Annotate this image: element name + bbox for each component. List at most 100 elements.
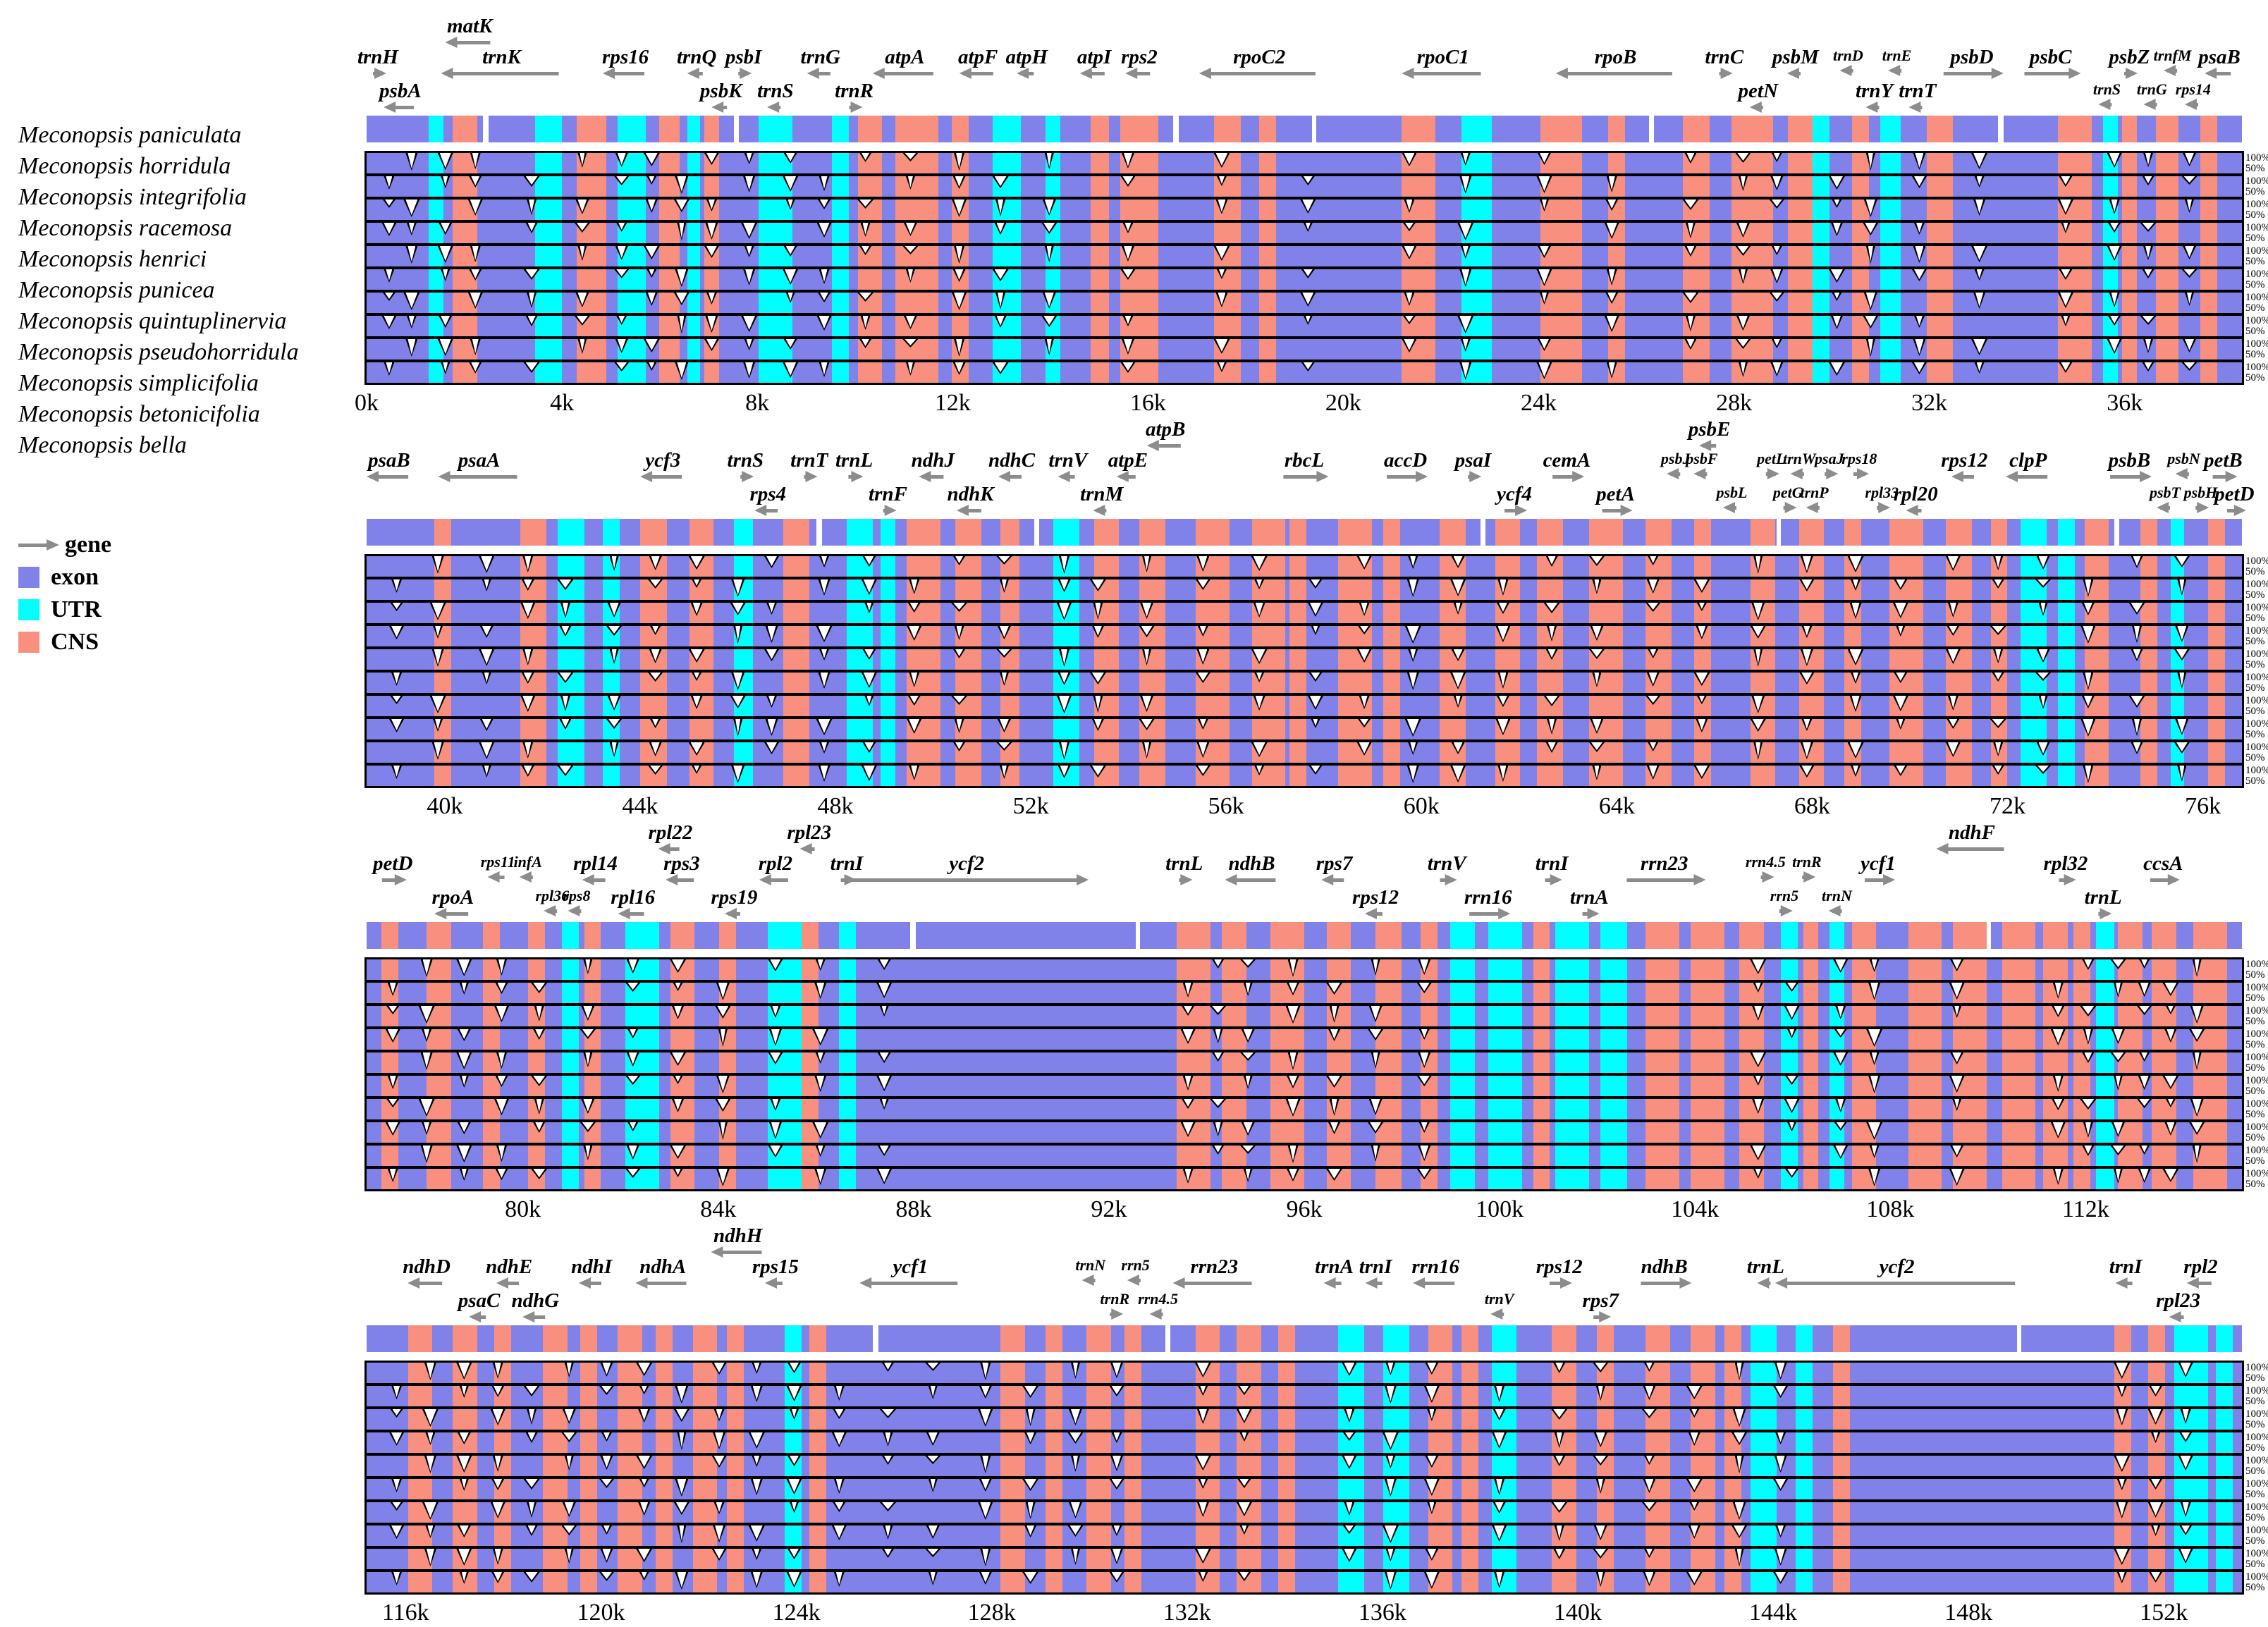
annotation-cns-segment bbox=[907, 519, 940, 546]
identity-dip-fill bbox=[1218, 199, 1226, 212]
identity-dip bbox=[600, 1456, 613, 1470]
gene-name: atpF bbox=[957, 46, 998, 68]
track-cns-region bbox=[434, 673, 451, 693]
track-utr-region bbox=[1555, 1052, 1590, 1073]
gene-arrow-head bbox=[1587, 908, 1600, 919]
identity-dip bbox=[764, 649, 780, 661]
identity-dip bbox=[677, 1432, 687, 1450]
track-cns-region bbox=[1383, 626, 1400, 646]
track-cns-region bbox=[1788, 246, 1813, 266]
identity-dip-fill bbox=[879, 959, 889, 968]
annotation-cns-segment bbox=[543, 1325, 568, 1352]
track-utr-region bbox=[1600, 1076, 1627, 1096]
identity-dip bbox=[980, 1549, 991, 1566]
identity-dip-fill bbox=[384, 223, 395, 234]
identity-dip-fill bbox=[384, 293, 393, 299]
track-cns-region bbox=[1090, 293, 1110, 313]
track-cns-region bbox=[955, 579, 982, 600]
identity-dip-fill bbox=[745, 176, 754, 190]
track-cns-region bbox=[618, 1502, 643, 1523]
track-cns-region bbox=[809, 1432, 826, 1453]
track-cns-region bbox=[2002, 1122, 2036, 1143]
track-utr-region bbox=[1600, 983, 1627, 1003]
identity-dip bbox=[384, 176, 395, 190]
identity-dip-fill bbox=[1976, 269, 1982, 278]
track-cns-region bbox=[1289, 626, 1306, 646]
identity-dip bbox=[1974, 362, 1985, 374]
annotation-cns-segment bbox=[1383, 519, 1400, 546]
identity-dip bbox=[1406, 766, 1419, 783]
track-utr-region bbox=[1829, 1076, 1845, 1096]
track-cns-region bbox=[2148, 1456, 2165, 1476]
gene-name: rpl2 bbox=[758, 852, 793, 875]
identity-dip bbox=[766, 603, 778, 615]
annotation-cns-segment bbox=[955, 519, 982, 546]
identity-dip bbox=[482, 673, 491, 684]
gene-arrow-head bbox=[1908, 102, 1921, 113]
gene-label-trnW: trnW bbox=[1783, 450, 1815, 479]
track-utr-region bbox=[1337, 1572, 1365, 1592]
identity-dip-fill bbox=[1214, 1146, 1222, 1153]
track-cns-region bbox=[1908, 1029, 1942, 1050]
gene-arrow-right bbox=[2223, 505, 2246, 516]
gene-label-atpB: atpB bbox=[1146, 419, 1185, 451]
annotation-utr-segment bbox=[785, 1325, 802, 1352]
identity-dip bbox=[741, 223, 758, 239]
gene-arrow-head bbox=[2168, 874, 2181, 885]
track-cns-region bbox=[1439, 626, 1466, 646]
annotation-cns-segment bbox=[1803, 922, 1818, 949]
gene-arrow-left bbox=[2164, 65, 2181, 76]
tick-label-100k: 100k bbox=[1476, 1196, 1524, 1222]
tick-label-116k: 116k bbox=[381, 1600, 429, 1626]
track-cns-region bbox=[2140, 603, 2158, 623]
gene-label-ndhG: ndhG bbox=[512, 1290, 559, 1322]
identity-track bbox=[367, 1146, 2242, 1169]
track-cns-region bbox=[543, 1572, 568, 1592]
track-utr-region bbox=[1555, 1099, 1590, 1119]
track-utr-region bbox=[687, 223, 701, 243]
identity-track bbox=[367, 1479, 2242, 1502]
track-cns-region bbox=[1596, 1502, 1614, 1523]
gene-arrow-left bbox=[1908, 102, 1926, 113]
gene-arrow-left bbox=[754, 505, 781, 516]
gene-label-rpl2: rpl2 bbox=[759, 853, 792, 885]
identity-dip-fill bbox=[393, 1572, 400, 1583]
track-cns-region bbox=[2208, 579, 2226, 600]
track-cns-region bbox=[1927, 269, 1954, 290]
annotation-cns-segment bbox=[1927, 116, 1954, 142]
identity-dip bbox=[457, 1029, 471, 1041]
gene-arrow-right bbox=[1501, 505, 1528, 516]
track-utr-region bbox=[2174, 1479, 2209, 1499]
alignment-panel-4: ndhD psaC ndhE ndhG ndhI ndhA ndhH rps15 ycf1 trn… bbox=[364, 1225, 2268, 1627]
identity-dip bbox=[406, 223, 417, 235]
annotation-cns-segment bbox=[1739, 922, 1764, 949]
track-cns-region bbox=[1927, 316, 1954, 336]
gene-name: petD bbox=[2214, 483, 2255, 505]
track-utr-region bbox=[1600, 1146, 1627, 1166]
gene-arrow-shaft bbox=[441, 475, 517, 479]
identity-dip-fill bbox=[750, 1525, 763, 1540]
track-cns-region bbox=[1326, 959, 1351, 980]
identity-dip-fill bbox=[1740, 176, 1746, 189]
track-utr-region bbox=[2215, 1456, 2233, 1476]
track-cns-region bbox=[453, 223, 477, 243]
gene-arrow-head bbox=[2175, 468, 2188, 479]
identity-dip-fill bbox=[745, 362, 754, 376]
track-utr-region bbox=[2095, 1006, 2115, 1026]
identity-dip bbox=[1913, 339, 1926, 356]
annotation-gap-segment bbox=[1172, 116, 1179, 142]
track-utr-region bbox=[625, 1099, 659, 1119]
legend: gene exon UTR CNS bbox=[18, 529, 357, 658]
identity-dip bbox=[1311, 626, 1320, 635]
track-cns-region bbox=[1090, 362, 1110, 383]
identity-dip-fill bbox=[1410, 649, 1416, 660]
identity-dip-fill bbox=[743, 223, 756, 237]
identity-dip-fill bbox=[980, 1409, 991, 1425]
gene-label-rps7: rps7 bbox=[1582, 1290, 1619, 1322]
gene-arrow-left bbox=[603, 68, 648, 79]
gene-arrow-right bbox=[846, 102, 863, 113]
track-cns-region bbox=[1195, 1479, 1220, 1499]
gene-name: trnI bbox=[1535, 852, 1569, 875]
gene-name: rps12 bbox=[1941, 449, 1988, 472]
track-cns-region bbox=[2155, 223, 2178, 243]
